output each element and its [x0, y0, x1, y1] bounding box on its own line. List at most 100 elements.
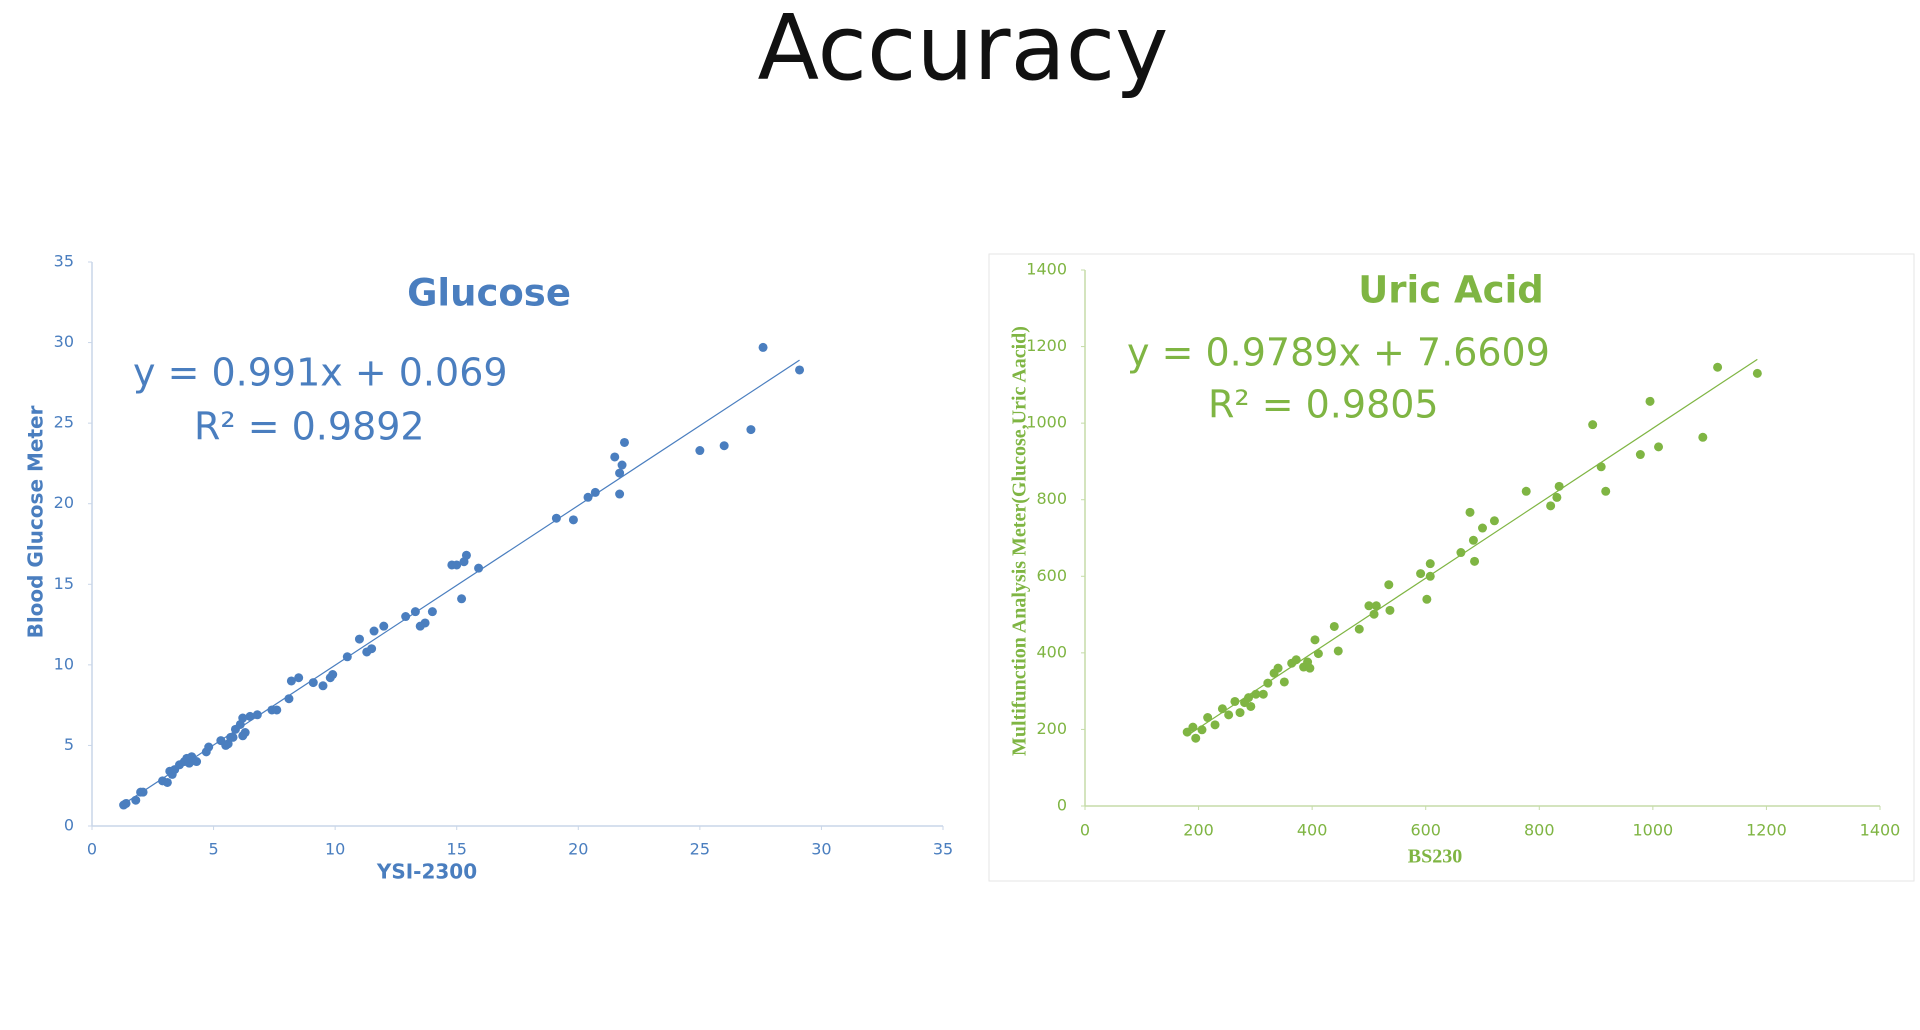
- point: [590, 487, 600, 497]
- x-tick-label: 1400: [1860, 821, 1901, 840]
- point: [746, 425, 756, 435]
- point: [228, 732, 238, 742]
- point: [1263, 678, 1273, 688]
- point: [1552, 492, 1562, 502]
- point: [1546, 501, 1556, 511]
- x-tick-label: 15: [447, 840, 467, 859]
- point: [1465, 507, 1475, 517]
- y-tick-label: 400: [1036, 642, 1067, 661]
- x-tick-label: 10: [325, 840, 345, 859]
- point: [1305, 663, 1315, 673]
- point: [342, 652, 352, 662]
- point: [1596, 462, 1606, 472]
- point: [795, 365, 805, 375]
- point: [410, 607, 420, 617]
- point: [619, 437, 629, 447]
- y-tick-label: 800: [1036, 489, 1067, 508]
- point: [1224, 710, 1234, 720]
- point: [461, 550, 471, 560]
- point: [121, 798, 131, 808]
- chart-title: Glucose: [407, 272, 571, 315]
- point: [474, 563, 484, 573]
- slide-title: Accuracy: [758, 0, 1169, 101]
- x-tick-label: 800: [1524, 821, 1555, 840]
- point: [1489, 516, 1499, 526]
- point: [204, 742, 214, 752]
- equation: y = 0.991x + 0.069: [133, 351, 508, 395]
- y-tick-label: 20: [54, 493, 74, 512]
- x-tick-label: 400: [1297, 821, 1328, 840]
- y-tick-label: 25: [54, 413, 74, 432]
- y-tick-label: 600: [1036, 566, 1067, 585]
- x-tick-label: 200: [1183, 821, 1214, 840]
- point: [1369, 609, 1379, 619]
- r-squared: R² = 0.9892: [194, 405, 425, 449]
- point: [1601, 486, 1611, 496]
- x-tick-label: 25: [690, 840, 710, 859]
- point: [452, 560, 462, 570]
- point: [1210, 720, 1220, 730]
- point: [184, 758, 194, 768]
- y-tick-label: 1000: [1026, 413, 1067, 432]
- point: [1217, 704, 1227, 714]
- point: [1635, 450, 1645, 460]
- point: [1468, 535, 1478, 545]
- point: [1310, 635, 1320, 645]
- point: [245, 711, 255, 721]
- point: [420, 618, 430, 628]
- y-tick-label: 35: [54, 252, 74, 271]
- point: [1258, 689, 1268, 699]
- point: [1588, 420, 1598, 430]
- point: [1230, 696, 1240, 706]
- point: [1354, 624, 1364, 634]
- point: [1188, 722, 1198, 732]
- y-tick-label: 200: [1036, 719, 1067, 738]
- point: [1470, 556, 1480, 566]
- point: [1191, 733, 1201, 743]
- point: [162, 777, 172, 787]
- point: [138, 787, 148, 797]
- point: [1313, 649, 1323, 659]
- x-axis-label: YSI-2300: [376, 860, 477, 884]
- y-tick-label: 5: [64, 735, 74, 754]
- point: [551, 513, 561, 523]
- point: [272, 705, 282, 715]
- x-tick-label: 20: [568, 840, 588, 859]
- point: [1244, 693, 1254, 703]
- point: [1425, 559, 1435, 569]
- point: [286, 676, 296, 686]
- point: [1456, 548, 1466, 558]
- x-tick-label: 1000: [1632, 821, 1673, 840]
- point: [238, 713, 248, 723]
- point: [1384, 580, 1394, 590]
- y-tick-label: 15: [54, 574, 74, 593]
- point: [1521, 486, 1531, 496]
- point: [240, 728, 250, 738]
- point: [1554, 481, 1564, 491]
- point: [252, 710, 262, 720]
- x-tick-label: 1200: [1746, 821, 1787, 840]
- point: [284, 694, 294, 704]
- x-tick-label: 0: [1080, 821, 1090, 840]
- point: [354, 634, 364, 644]
- point: [192, 757, 202, 767]
- point: [131, 795, 141, 805]
- y-tick-label: 0: [1057, 796, 1067, 815]
- y-tick-label: 0: [64, 816, 74, 835]
- point: [1654, 442, 1664, 452]
- point: [1713, 362, 1723, 372]
- point: [379, 621, 389, 631]
- point: [1416, 569, 1426, 579]
- point: [1478, 523, 1487, 533]
- point: [610, 452, 620, 462]
- point: [719, 441, 729, 451]
- point: [369, 626, 379, 636]
- point: [695, 446, 705, 456]
- point: [1251, 689, 1261, 699]
- point: [1425, 571, 1435, 581]
- point: [758, 342, 768, 352]
- x-tick-label: 0: [87, 840, 97, 859]
- point: [1291, 655, 1301, 665]
